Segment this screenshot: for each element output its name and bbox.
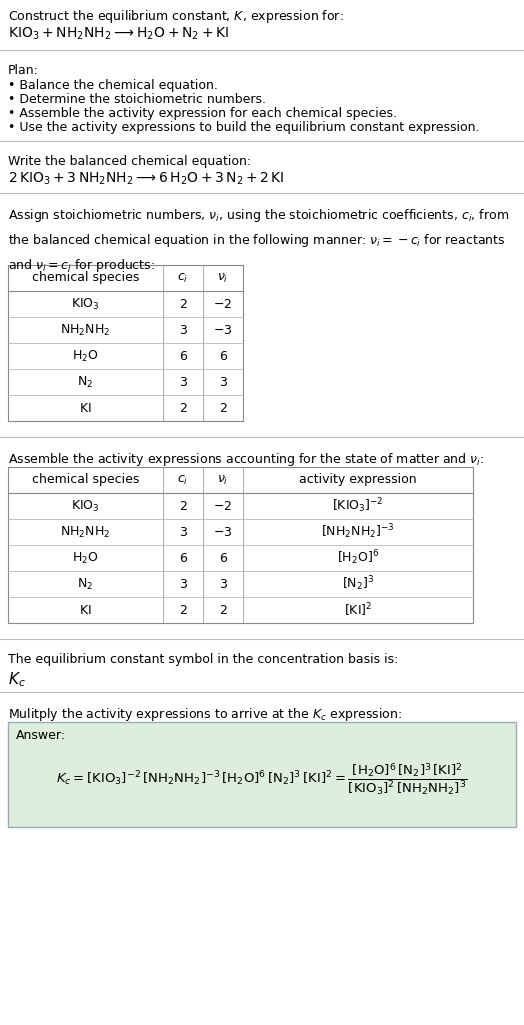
- Text: $[\mathrm{NH_2NH_2}]^{-3}$: $[\mathrm{NH_2NH_2}]^{-3}$: [321, 523, 395, 541]
- Text: Mulitply the activity expressions to arrive at the $K_c$ expression:: Mulitply the activity expressions to arr…: [8, 706, 402, 723]
- Text: 3: 3: [219, 577, 227, 590]
- Text: $K_c = [\mathrm{KIO_3}]^{-2}\,[\mathrm{NH_2NH_2}]^{-3}\,[\mathrm{H_2O}]^{6}\,[\m: $K_c = [\mathrm{KIO_3}]^{-2}\,[\mathrm{N…: [56, 762, 468, 798]
- Text: $-3$: $-3$: [213, 324, 233, 336]
- Text: 3: 3: [219, 375, 227, 388]
- Text: Assign stoichiometric numbers, $\nu_i$, using the stoichiometric coefficients, $: Assign stoichiometric numbers, $\nu_i$, …: [8, 207, 509, 274]
- Bar: [8, 467, 473, 623]
- Text: The equilibrium constant symbol in the concentration basis is:: The equilibrium constant symbol in the c…: [8, 653, 398, 666]
- Text: • Use the activity expressions to build the equilibrium constant expression.: • Use the activity expressions to build …: [8, 121, 479, 134]
- Text: 2: 2: [179, 297, 187, 311]
- Text: 2: 2: [179, 499, 187, 512]
- Text: $\mathrm{N_2}$: $\mathrm{N_2}$: [78, 374, 94, 390]
- Text: $\mathrm{KI}$: $\mathrm{KI}$: [79, 604, 92, 616]
- Text: $\mathrm{KIO_3}$: $\mathrm{KIO_3}$: [71, 296, 100, 312]
- Text: $\mathrm{H_2O}$: $\mathrm{H_2O}$: [72, 550, 99, 566]
- Text: 2: 2: [219, 604, 227, 616]
- Text: 3: 3: [179, 324, 187, 336]
- Text: $[\mathrm{H_2O}]^{6}$: $[\mathrm{H_2O}]^{6}$: [337, 548, 379, 568]
- Text: Write the balanced chemical equation:: Write the balanced chemical equation:: [8, 155, 251, 168]
- Text: $\nu_i$: $\nu_i$: [217, 474, 228, 487]
- Text: 6: 6: [179, 551, 187, 565]
- FancyBboxPatch shape: [8, 722, 516, 827]
- Text: 2: 2: [179, 604, 187, 616]
- Text: Assemble the activity expressions accounting for the state of matter and $\nu_i$: Assemble the activity expressions accoun…: [8, 451, 484, 468]
- Text: $\mathrm{N_2}$: $\mathrm{N_2}$: [78, 576, 94, 591]
- Text: 2: 2: [219, 402, 227, 414]
- Text: $[\mathrm{KI}]^{2}$: $[\mathrm{KI}]^{2}$: [344, 602, 372, 619]
- Text: $-2$: $-2$: [213, 297, 233, 311]
- Text: $[\mathrm{N_2}]^{3}$: $[\mathrm{N_2}]^{3}$: [342, 575, 374, 593]
- Text: $\mathrm{NH_2NH_2}$: $\mathrm{NH_2NH_2}$: [60, 323, 111, 337]
- Text: 3: 3: [179, 375, 187, 388]
- Text: Construct the equilibrium constant, $K$, expression for:: Construct the equilibrium constant, $K$,…: [8, 8, 344, 25]
- Text: 6: 6: [179, 350, 187, 363]
- Text: $K_c$: $K_c$: [8, 670, 26, 689]
- Text: 6: 6: [219, 551, 227, 565]
- Text: chemical species: chemical species: [32, 272, 139, 285]
- Text: • Balance the chemical equation.: • Balance the chemical equation.: [8, 79, 218, 92]
- Text: $-3$: $-3$: [213, 526, 233, 538]
- Text: chemical species: chemical species: [32, 474, 139, 487]
- Text: $\nu_i$: $\nu_i$: [217, 272, 228, 285]
- Text: 3: 3: [179, 577, 187, 590]
- Text: $\mathrm{KIO_3}$: $\mathrm{KIO_3}$: [71, 498, 100, 514]
- Bar: [8, 265, 243, 421]
- Text: $\mathrm{KIO_3 + NH_2NH_2 \longrightarrow H_2O + N_2 + KI}$: $\mathrm{KIO_3 + NH_2NH_2 \longrightarro…: [8, 26, 229, 42]
- Text: $c_i$: $c_i$: [177, 272, 189, 285]
- Text: $\mathrm{KI}$: $\mathrm{KI}$: [79, 402, 92, 414]
- Text: Plan:: Plan:: [8, 64, 39, 77]
- Text: $-2$: $-2$: [213, 499, 233, 512]
- Text: 2: 2: [179, 402, 187, 414]
- Text: $\mathrm{NH_2NH_2}$: $\mathrm{NH_2NH_2}$: [60, 525, 111, 539]
- Text: 3: 3: [179, 526, 187, 538]
- Text: $\mathrm{H_2O}$: $\mathrm{H_2O}$: [72, 348, 99, 364]
- Text: $\mathrm{2\,KIO_3 + 3\,NH_2NH_2 \longrightarrow 6\,H_2O + 3\,N_2 + 2\,KI}$: $\mathrm{2\,KIO_3 + 3\,NH_2NH_2 \longrig…: [8, 171, 285, 188]
- Text: activity expression: activity expression: [299, 474, 417, 487]
- Text: • Determine the stoichiometric numbers.: • Determine the stoichiometric numbers.: [8, 93, 266, 106]
- Text: Answer:: Answer:: [16, 729, 66, 742]
- Text: $c_i$: $c_i$: [177, 474, 189, 487]
- Text: 6: 6: [219, 350, 227, 363]
- Text: • Assemble the activity expression for each chemical species.: • Assemble the activity expression for e…: [8, 107, 397, 120]
- Text: $[\mathrm{KIO_3}]^{-2}$: $[\mathrm{KIO_3}]^{-2}$: [332, 497, 384, 516]
